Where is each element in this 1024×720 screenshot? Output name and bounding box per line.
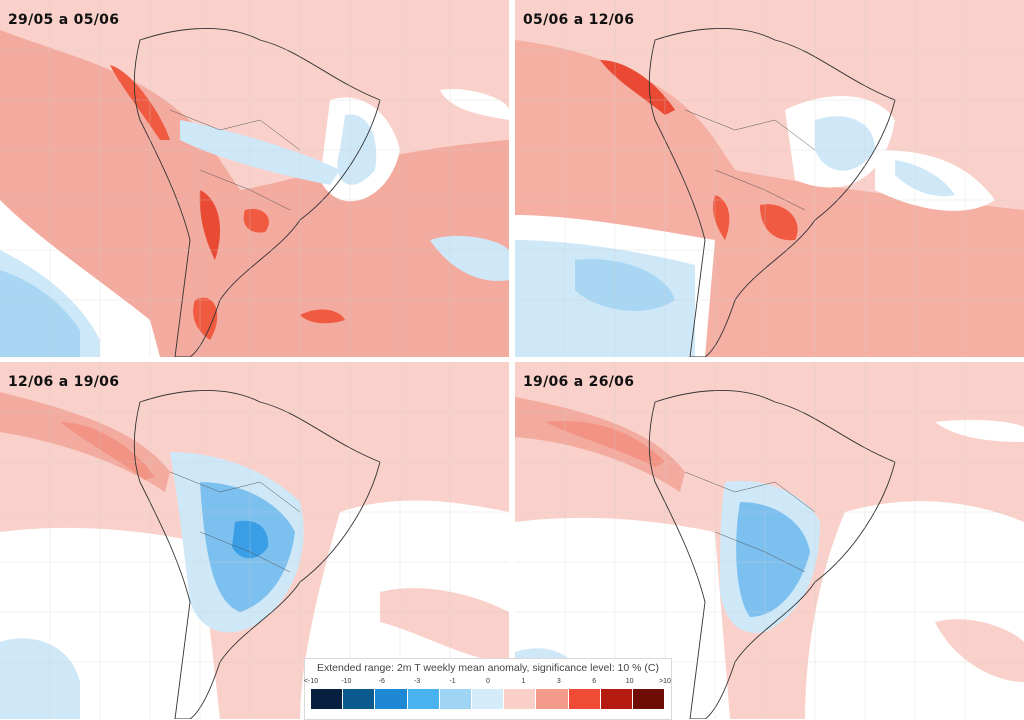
map-panel-1: 29/05 a 05/06: [0, 0, 509, 357]
legend-tick-label: 0: [486, 678, 490, 685]
legend-swatch: [504, 689, 537, 709]
legend-swatch: [471, 689, 505, 709]
legend-swatch: [536, 689, 569, 709]
panel-date-range: 29/05 a 05/06: [8, 12, 120, 28]
legend-tick-label: 1: [521, 678, 526, 685]
legend-swatch: [600, 689, 633, 709]
legend-ticks: <-10 -10 -6 -3 -1 0 1 3 6 10 >10: [304, 678, 671, 688]
anomaly-map-1: [0, 0, 509, 357]
legend-swatch: [375, 689, 408, 709]
panel-date-range: 05/06 a 12/06: [523, 12, 635, 28]
map-panel-4: 19/06 a 26/06: [515, 362, 1024, 719]
legend-tick-label: 6: [592, 678, 597, 685]
legend-swatch: [568, 689, 601, 709]
legend-swatch: [439, 689, 472, 709]
color-legend: Extended range: 2m T weekly mean anomaly…: [304, 658, 672, 720]
panel-date-range: 19/06 a 26/06: [523, 374, 635, 390]
legend-swatch: [632, 689, 666, 709]
legend-swatch: [343, 689, 376, 709]
legend-tick-label: -10: [341, 678, 352, 685]
legend-tick-label: -6: [378, 678, 385, 685]
legend-swatch: [407, 689, 440, 709]
legend-tick-label: >10: [659, 678, 671, 685]
legend-swatches: [311, 689, 666, 709]
legend-tick-label: -1: [449, 678, 456, 685]
legend-swatch: [311, 689, 344, 709]
panel-date-range: 12/06 a 19/06: [8, 374, 120, 390]
anomaly-map-4: [515, 362, 1024, 719]
anomaly-map-2: [515, 0, 1024, 357]
legend-tick-label: 3: [556, 678, 561, 685]
legend-tick-label: 10: [625, 678, 634, 685]
map-panel-2: 05/06 a 12/06: [515, 0, 1024, 357]
legend-title: Extended range: 2m T weekly mean anomaly…: [316, 662, 659, 674]
legend-tick-label: -3: [414, 678, 421, 685]
legend-tick-label: <-10: [303, 678, 319, 685]
